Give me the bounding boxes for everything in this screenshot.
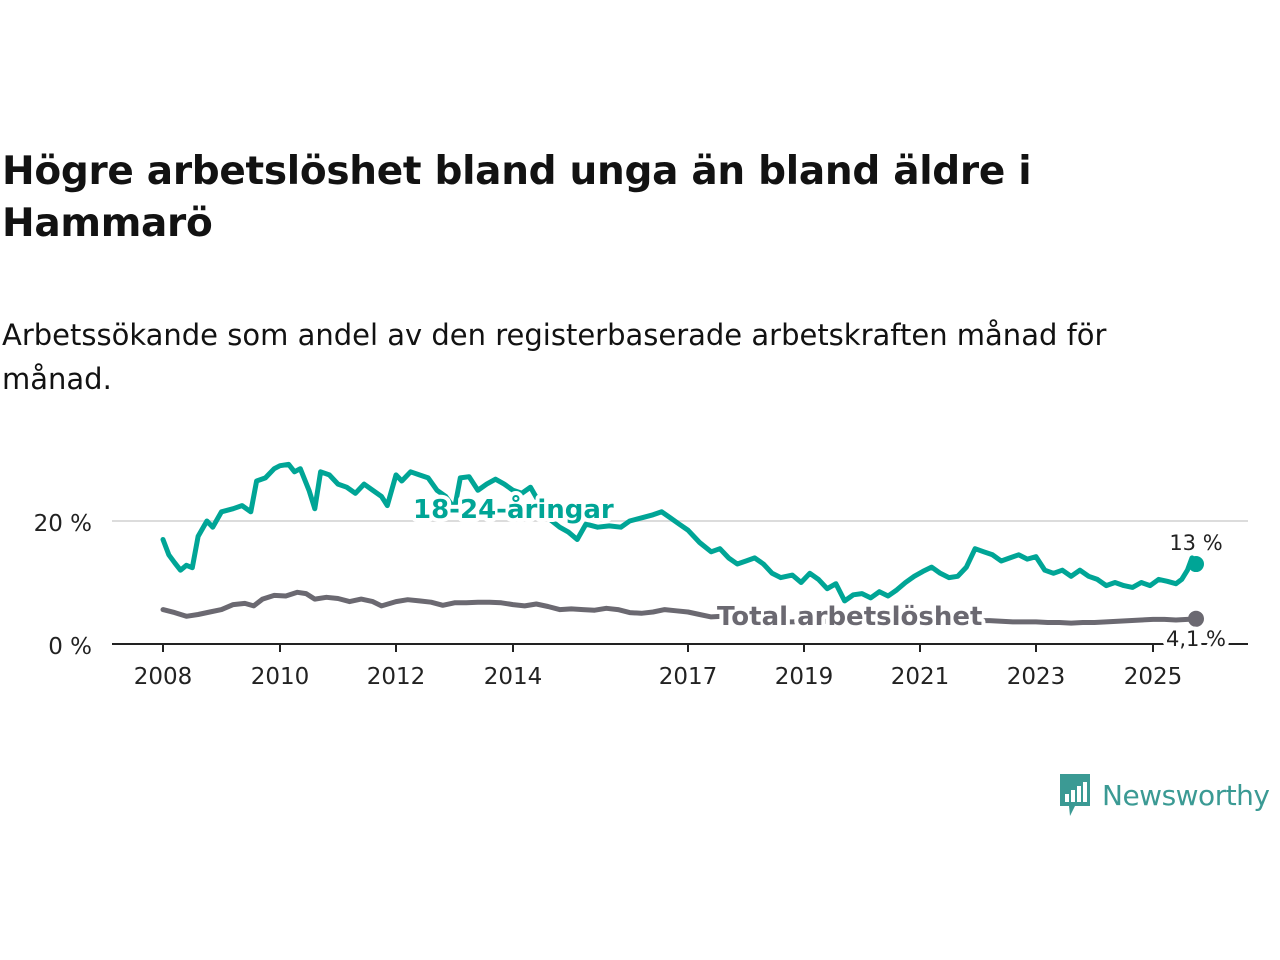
chart-subtitle: Arbetssökande som andel av den registerb… bbox=[2, 318, 1107, 396]
series-line-1 bbox=[160, 589, 1199, 626]
line-chart: 0 % 20 % 2008 2010 2012 2014 2017 2019 2021 2023 2… bbox=[34, 461, 1248, 690]
chart-title: Högre arbetslöshet bland unga än bland ä… bbox=[2, 149, 1032, 246]
series-label-youth: 18-24-åringar bbox=[413, 493, 614, 525]
y-tick-label-0: 0 % bbox=[48, 634, 92, 660]
x-tick-label-2025: 2025 bbox=[1124, 664, 1183, 690]
x-tick-label-2008: 2008 bbox=[134, 664, 193, 690]
x-tick-label-2021: 2021 bbox=[891, 664, 950, 690]
x-tick-label-2023: 2023 bbox=[1007, 664, 1066, 690]
newsworthy-logo-icon bbox=[1060, 774, 1090, 816]
end-label-youth: 13 % bbox=[1169, 531, 1222, 555]
end-label-total: 4,1 % bbox=[1166, 627, 1226, 651]
x-tick-label-2012: 2012 bbox=[367, 664, 426, 690]
series-line-0 bbox=[160, 461, 1199, 604]
x-tick-label-2017: 2017 bbox=[659, 664, 718, 690]
series-end-point-1 bbox=[1188, 610, 1204, 627]
x-tick-label-2019: 2019 bbox=[775, 664, 834, 690]
x-tick-label-2014: 2014 bbox=[484, 664, 543, 690]
series-end-point-0 bbox=[1188, 556, 1204, 573]
series-label-total: Total arbetslöshet bbox=[717, 602, 982, 632]
newsworthy-logo: Newsworthy bbox=[1058, 772, 1270, 818]
y-tick-label-20: 20 % bbox=[34, 511, 92, 537]
newsworthy-logo-text: Newsworthy bbox=[1102, 778, 1270, 812]
x-tick-label-2010: 2010 bbox=[251, 664, 310, 690]
